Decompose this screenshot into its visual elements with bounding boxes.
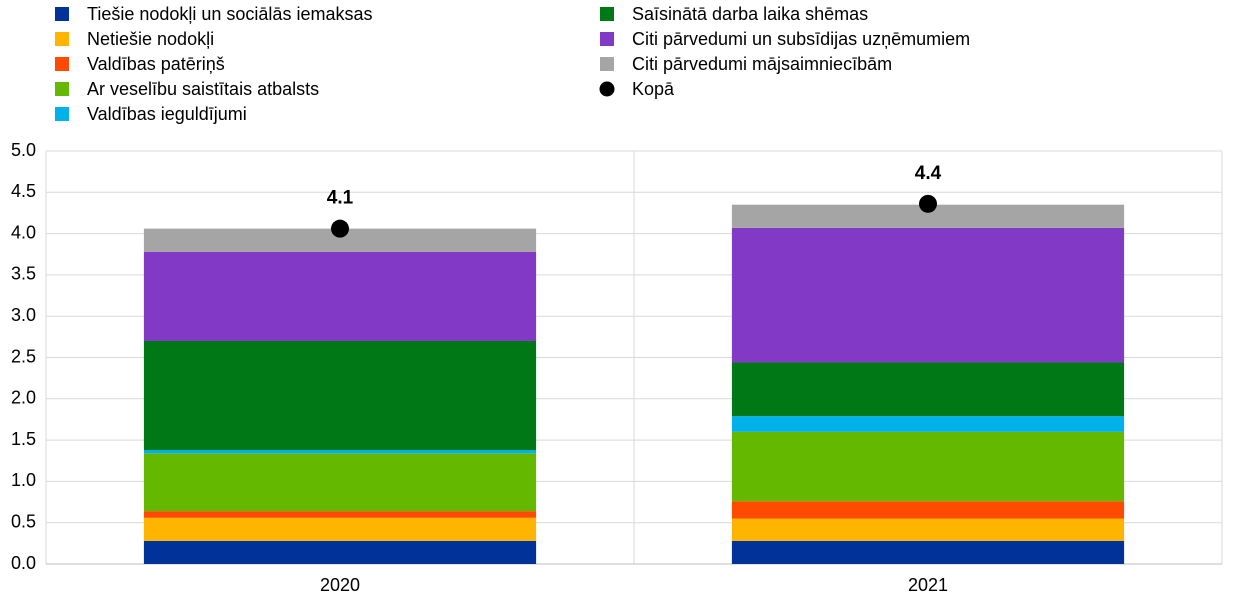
bar-segment (731, 204, 1125, 228)
y-tick-label: 1.5 (11, 429, 36, 449)
legend-label: Tiešie nodokļi un sociālās iemaksas (87, 4, 372, 24)
y-tick-label: 2.0 (11, 388, 36, 408)
y-tick-label: 4.5 (11, 181, 36, 201)
legend-label: Valdības patēriņš (87, 54, 225, 74)
bar-segment (731, 540, 1125, 564)
bar-segment (143, 540, 537, 564)
bar-segment (731, 362, 1125, 417)
legend-swatch (600, 7, 614, 21)
legend-label: Citi pārvedumi mājsaimniecībām (632, 54, 892, 74)
legend-swatch (55, 57, 69, 71)
bar-segment (731, 431, 1125, 502)
bar-segment (143, 453, 537, 512)
value-label: 4.4 (915, 163, 942, 184)
bar-segment (143, 511, 537, 518)
legend-label: Kopā (632, 79, 675, 99)
legend-label: Saīsinātā darba laika shēmas (632, 4, 868, 24)
legend-swatch (55, 107, 69, 121)
bar-segment (143, 228, 537, 252)
x-tick-label: 2021 (908, 575, 948, 595)
bar-segment (731, 518, 1125, 541)
legend: Tiešie nodokļi un sociālās iemaksas Netie… (55, 4, 970, 124)
bar-segment (731, 501, 1125, 519)
value-label: 4.1 (327, 188, 354, 209)
y-tick-label: 2.5 (11, 346, 36, 366)
y-tick-label: 3.0 (11, 305, 36, 325)
y-tick-label: 1.0 (11, 470, 36, 490)
bar-segment (143, 340, 537, 451)
legend-swatch (55, 7, 69, 21)
y-tick-label: 3.5 (11, 264, 36, 284)
legend-swatch (55, 32, 69, 46)
legend-label: Citi pārvedumi un subsīdijas uzņēmumiem (632, 29, 970, 49)
total-marker (331, 219, 349, 238)
y-tick-label: 5.0 (11, 140, 36, 160)
bar-segment (143, 517, 537, 541)
legend-swatch (600, 32, 614, 46)
y-tick-label: 0.5 (11, 511, 36, 531)
bar-segment (731, 227, 1125, 363)
legend-label: Netiešie nodokļi (87, 29, 214, 49)
legend-label: Ar veselību saistītais atbalsts (87, 79, 319, 99)
y-tick-label: 4.0 (11, 222, 36, 242)
legend-label: Valdības ieguldījumi (87, 104, 247, 124)
bar-segment (731, 416, 1125, 432)
legend-marker (599, 81, 615, 97)
legend-swatch (600, 57, 614, 71)
y-tick-label: 0.0 (11, 553, 36, 573)
bar-segment (143, 450, 537, 454)
total-marker (919, 194, 937, 213)
x-tick-label: 2020 (320, 575, 360, 595)
legend-swatch (55, 82, 69, 96)
bar-segment (143, 251, 537, 341)
